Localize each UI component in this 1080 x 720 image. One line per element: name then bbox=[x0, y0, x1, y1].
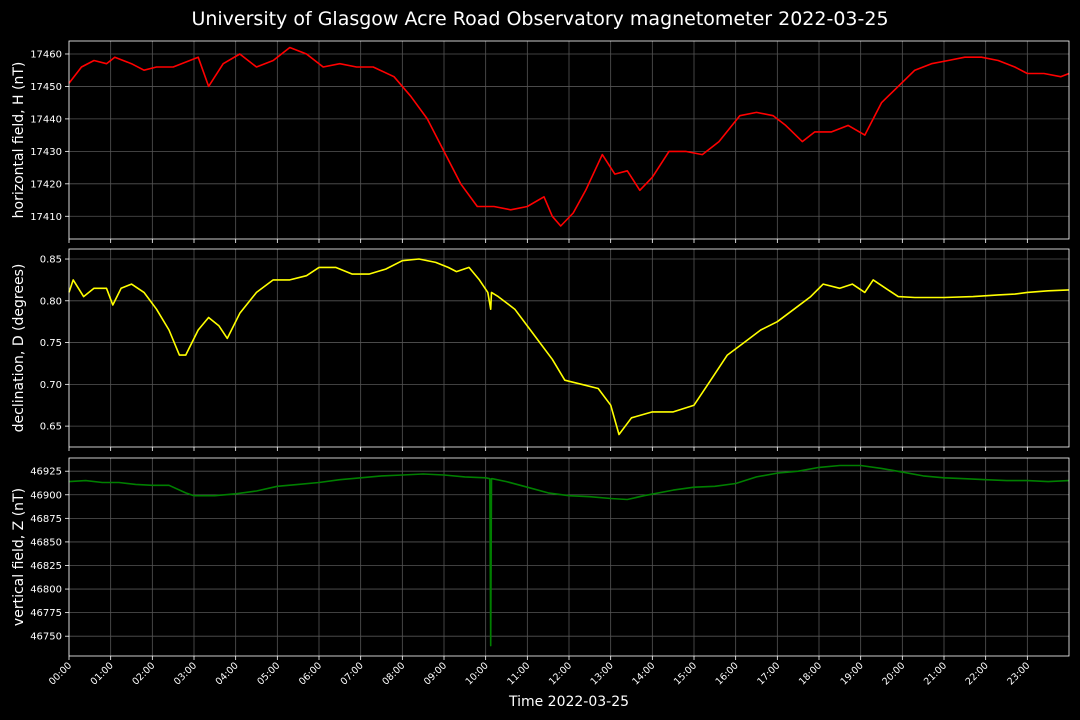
x-tick-label: 18:00 bbox=[797, 660, 824, 687]
x-tick-label: 07:00 bbox=[339, 660, 366, 687]
axes-frame bbox=[68, 40, 1070, 240]
x-axis-label: Time 2022-03-25 bbox=[508, 694, 629, 710]
x-tick-label: 23:00 bbox=[1005, 660, 1032, 687]
y-tick-label: 46825 bbox=[30, 561, 62, 572]
x-tick-label: 09:00 bbox=[422, 660, 449, 687]
x-tick-label: 02:00 bbox=[130, 660, 157, 687]
y-tick-label: 46875 bbox=[30, 514, 62, 525]
y-tick-label: 17410 bbox=[30, 212, 62, 223]
y-tick-label: 46925 bbox=[30, 467, 62, 478]
x-tick-label: 22:00 bbox=[964, 660, 991, 687]
y-tick-label: 17440 bbox=[30, 114, 62, 125]
x-tick-label: 20:00 bbox=[880, 660, 907, 687]
y-tick-label: 0.75 bbox=[40, 338, 62, 349]
y-tick-label: 46900 bbox=[30, 490, 62, 501]
y-tick-label: 17420 bbox=[30, 179, 62, 190]
y-tick-label: 17450 bbox=[30, 82, 62, 93]
y-tick-label: 0.65 bbox=[40, 422, 62, 433]
series-line-1 bbox=[68, 46, 1070, 227]
x-tick-label: 21:00 bbox=[922, 660, 949, 687]
y-tick-label: 46850 bbox=[30, 537, 62, 548]
series-line-3 bbox=[68, 464, 1070, 647]
y-tick-label: 17460 bbox=[30, 49, 62, 60]
x-tick-label: 08:00 bbox=[380, 660, 407, 687]
y-tick-label: 0.70 bbox=[40, 380, 62, 391]
y-tick-label: 0.85 bbox=[40, 255, 62, 266]
y-tick-label: 0.80 bbox=[40, 296, 62, 307]
y-tick-label: 46800 bbox=[30, 585, 62, 596]
axes-frame bbox=[68, 248, 1070, 448]
chart-title: University of Glasgow Acre Road Observat… bbox=[191, 8, 889, 30]
x-tick-label: 04:00 bbox=[214, 660, 241, 687]
y-axis-label: horizontal field, H (nT) bbox=[11, 62, 27, 219]
x-tick-label: 15:00 bbox=[672, 660, 699, 687]
x-tick-label: 05:00 bbox=[255, 660, 282, 687]
x-tick-label: 01:00 bbox=[89, 660, 116, 687]
x-tick-label: 13:00 bbox=[589, 660, 616, 687]
y-axis-label: vertical field, Z (nT) bbox=[11, 488, 27, 626]
y-tick-label: 46750 bbox=[30, 632, 62, 643]
x-tick-label: 14:00 bbox=[630, 660, 657, 687]
x-tick-label: 11:00 bbox=[505, 660, 532, 687]
x-tick-label: 03:00 bbox=[172, 660, 199, 687]
y-tick-label: 46775 bbox=[30, 608, 62, 619]
x-tick-label: 17:00 bbox=[755, 660, 782, 687]
x-tick-label: 10:00 bbox=[464, 660, 491, 687]
x-tick-label: 06:00 bbox=[297, 660, 324, 687]
x-tick-label: 16:00 bbox=[714, 660, 741, 687]
series-line-2 bbox=[68, 258, 1070, 436]
x-tick-label: 00:00 bbox=[47, 660, 74, 687]
x-tick-label: 12:00 bbox=[547, 660, 574, 687]
y-tick-label: 17430 bbox=[30, 147, 62, 158]
y-axis-label: declination, D (degrees) bbox=[11, 264, 27, 433]
x-tick-label: 19:00 bbox=[839, 660, 866, 687]
axes-frame bbox=[68, 457, 1070, 657]
